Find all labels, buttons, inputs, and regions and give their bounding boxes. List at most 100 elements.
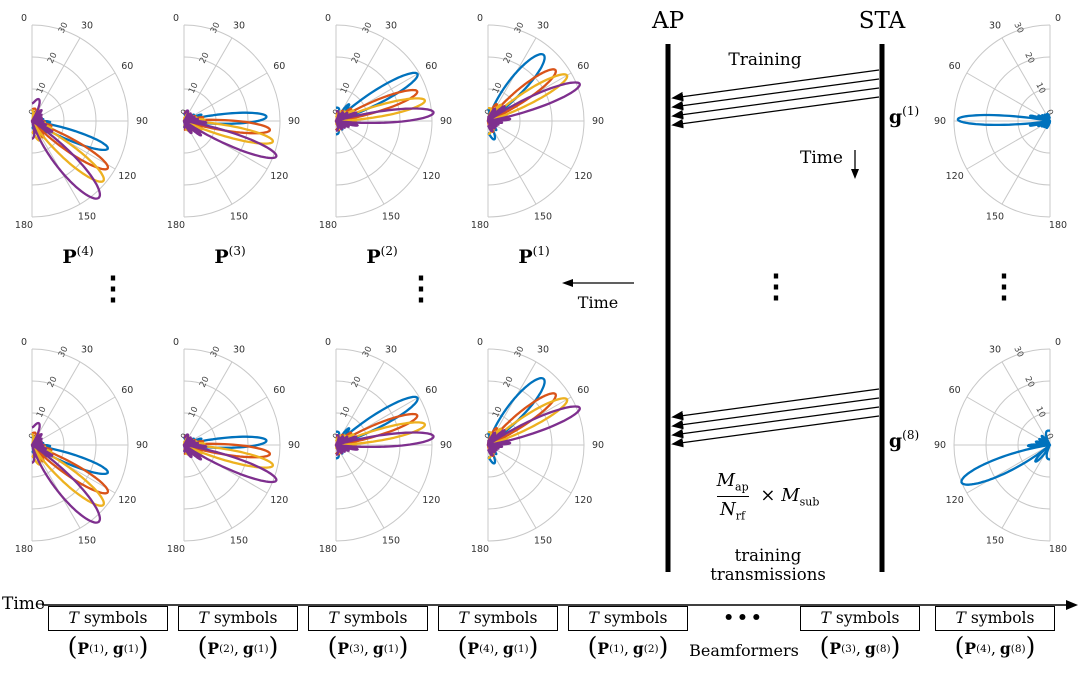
plot-label-g8: g(8) xyxy=(888,428,920,452)
svg-text:120: 120 xyxy=(946,495,964,506)
svg-text:120: 120 xyxy=(574,171,592,182)
svg-text:150: 150 xyxy=(986,535,1004,546)
svg-text:180: 180 xyxy=(471,544,489,555)
svg-text:0: 0 xyxy=(477,337,483,348)
svg-text:180: 180 xyxy=(167,220,185,231)
svg-text:30: 30 xyxy=(385,21,397,32)
svg-text:10: 10 xyxy=(1033,81,1047,95)
svg-text:120: 120 xyxy=(118,171,136,182)
svg-text:90: 90 xyxy=(136,440,148,451)
svg-text:30: 30 xyxy=(233,21,245,32)
beamformer-pair-label: (P (1), g (2)) xyxy=(587,632,669,661)
beam-pattern-plot-P2-bottom: 0 30 60 90 120 150 180 0 10 20 30 xyxy=(306,330,458,568)
svg-text:30: 30 xyxy=(57,21,71,35)
svg-text:120: 120 xyxy=(270,495,288,506)
plot-label-P1: P(1) xyxy=(518,244,550,268)
time-direction-text: Time xyxy=(577,293,619,312)
fraction-bar xyxy=(716,495,749,497)
svg-text:0: 0 xyxy=(173,13,179,24)
svg-text:180: 180 xyxy=(167,544,185,555)
beam-pattern-plot-P1-top: 0 30 60 90 120 150 180 0 10 20 30 xyxy=(458,6,610,244)
svg-text:10: 10 xyxy=(187,405,201,419)
svg-text:30: 30 xyxy=(81,345,93,356)
sta-label: STA xyxy=(858,8,906,34)
svg-text:60: 60 xyxy=(425,385,437,396)
svg-text:30: 30 xyxy=(1011,21,1025,35)
svg-text:150: 150 xyxy=(230,535,248,546)
svg-text:150: 150 xyxy=(534,211,552,222)
svg-text:180: 180 xyxy=(15,544,33,555)
timeline-time-label: Time xyxy=(2,594,45,614)
svg-text:0: 0 xyxy=(325,13,331,24)
svg-text:90: 90 xyxy=(592,440,604,451)
svg-text:60: 60 xyxy=(577,61,589,72)
svg-text:60: 60 xyxy=(949,61,961,72)
beam-pattern-plot-P4-bottom: 0 30 60 90 120 150 180 0 10 20 30 xyxy=(2,330,154,568)
beamformer-pair-label: (P (3), g (8)) xyxy=(819,632,901,661)
svg-text:10: 10 xyxy=(339,81,353,95)
svg-text:90: 90 xyxy=(288,116,300,127)
svg-text:120: 120 xyxy=(422,171,440,182)
svg-text:30: 30 xyxy=(513,21,527,35)
svg-text:60: 60 xyxy=(577,385,589,396)
svg-text:20: 20 xyxy=(198,51,212,65)
vertical-ellipsis-left1: ⋮ xyxy=(97,269,129,307)
svg-text:30: 30 xyxy=(1011,345,1025,359)
svg-text:60: 60 xyxy=(425,61,437,72)
svg-text:120: 120 xyxy=(946,171,964,182)
svg-text:30: 30 xyxy=(989,345,1001,356)
svg-text:10: 10 xyxy=(187,81,201,95)
svg-text:180: 180 xyxy=(1049,220,1067,231)
svg-text:30: 30 xyxy=(385,345,397,356)
svg-text:150: 150 xyxy=(230,211,248,222)
svg-text:150: 150 xyxy=(534,535,552,546)
beam-pattern-plot-g8: 0 30 60 90 120 150 180 0 10 20 30 xyxy=(928,330,1080,568)
svg-text:30: 30 xyxy=(233,345,245,356)
svg-text:150: 150 xyxy=(78,535,96,546)
svg-text:120: 120 xyxy=(118,495,136,506)
svg-text:60: 60 xyxy=(121,385,133,396)
svg-text:90: 90 xyxy=(288,440,300,451)
svg-text:60: 60 xyxy=(949,385,961,396)
svg-text:0: 0 xyxy=(1055,337,1061,348)
svg-text:0: 0 xyxy=(1043,432,1054,441)
svg-text:30: 30 xyxy=(209,21,223,35)
beamformer-pair-label: (P (3), g (1)) xyxy=(327,632,409,661)
svg-text:90: 90 xyxy=(440,116,452,127)
plot-label-P2: P(2) xyxy=(366,244,398,268)
svg-text:0: 0 xyxy=(1055,13,1061,24)
plot-label-P3: P(3) xyxy=(214,244,246,268)
svg-text:120: 120 xyxy=(270,171,288,182)
svg-text:60: 60 xyxy=(273,385,285,396)
svg-text:0: 0 xyxy=(21,13,27,24)
beam-pattern-plot-P1-bottom: 0 30 60 90 120 150 180 0 10 20 30 xyxy=(458,330,610,568)
svg-text:180: 180 xyxy=(1049,544,1067,555)
svg-text:90: 90 xyxy=(934,440,946,451)
beamformers-label: Beamformers xyxy=(689,641,799,660)
svg-text:10: 10 xyxy=(339,405,353,419)
vertical-ellipsis-left2: ⋮ xyxy=(405,269,437,307)
svg-text:20: 20 xyxy=(502,51,516,65)
svg-text:90: 90 xyxy=(440,440,452,451)
training-label: Training xyxy=(728,50,802,70)
ap-label: AP xyxy=(651,8,685,34)
svg-text:0: 0 xyxy=(325,337,331,348)
plot-label-g1: g(1) xyxy=(888,104,920,128)
svg-text:0: 0 xyxy=(21,337,27,348)
svg-text:180: 180 xyxy=(471,220,489,231)
svg-text:20: 20 xyxy=(502,375,516,389)
beamformer-pair-label: (P (4), g (8)) xyxy=(954,632,1036,661)
beam-pattern-plot-P3-bottom: 0 30 60 90 120 150 180 0 10 20 30 xyxy=(154,330,306,568)
beamformer-pair-label: (P (1), g (1)) xyxy=(67,632,149,661)
svg-text:30: 30 xyxy=(537,345,549,356)
